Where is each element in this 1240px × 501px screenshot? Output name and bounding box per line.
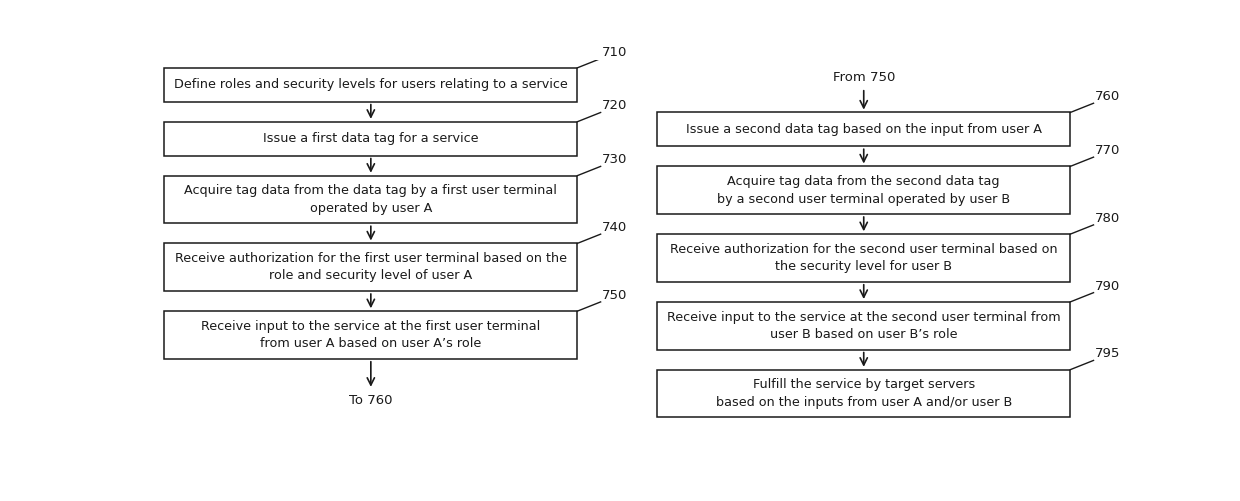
Text: 750: 750: [603, 289, 627, 302]
Bar: [657, 234, 1070, 282]
Text: Receive input to the service at the second user terminal from
user B based on us: Receive input to the service at the seco…: [667, 311, 1060, 341]
Text: From 750: From 750: [832, 71, 895, 84]
Bar: [164, 122, 578, 156]
Text: 740: 740: [603, 221, 627, 234]
Text: Receive input to the service at the first user terminal
from user A based on use: Receive input to the service at the firs…: [201, 320, 541, 350]
Text: 720: 720: [603, 100, 627, 113]
Text: 780: 780: [1095, 212, 1120, 225]
Text: 710: 710: [603, 46, 627, 59]
Text: Issue a second data tag based on the input from user A: Issue a second data tag based on the inp…: [686, 123, 1042, 136]
Text: Define roles and security levels for users relating to a service: Define roles and security levels for use…: [174, 78, 568, 91]
Text: 795: 795: [1095, 347, 1121, 360]
Text: Fulfill the service by target servers
based on the inputs from user A and/or use: Fulfill the service by target servers ba…: [715, 378, 1012, 409]
Text: Receive authorization for the first user terminal based on the
role and security: Receive authorization for the first user…: [175, 252, 567, 283]
Bar: [164, 176, 578, 223]
Text: Issue a first data tag for a service: Issue a first data tag for a service: [263, 132, 479, 145]
Text: Acquire tag data from the data tag by a first user terminal
operated by user A: Acquire tag data from the data tag by a …: [185, 184, 557, 215]
Text: Acquire tag data from the second data tag
by a second user terminal operated by : Acquire tag data from the second data ta…: [717, 175, 1011, 205]
Text: To 760: To 760: [350, 394, 393, 407]
Text: Receive authorization for the second user terminal based on
the security level f: Receive authorization for the second use…: [670, 243, 1058, 273]
Bar: [657, 166, 1070, 214]
Bar: [164, 243, 578, 291]
Bar: [657, 370, 1070, 417]
Text: 770: 770: [1095, 144, 1121, 157]
Bar: [657, 113, 1070, 146]
Bar: [657, 302, 1070, 350]
Text: 760: 760: [1095, 90, 1120, 103]
Text: 790: 790: [1095, 280, 1120, 293]
Bar: [164, 68, 578, 102]
Text: 730: 730: [603, 153, 627, 166]
Bar: [164, 311, 578, 359]
